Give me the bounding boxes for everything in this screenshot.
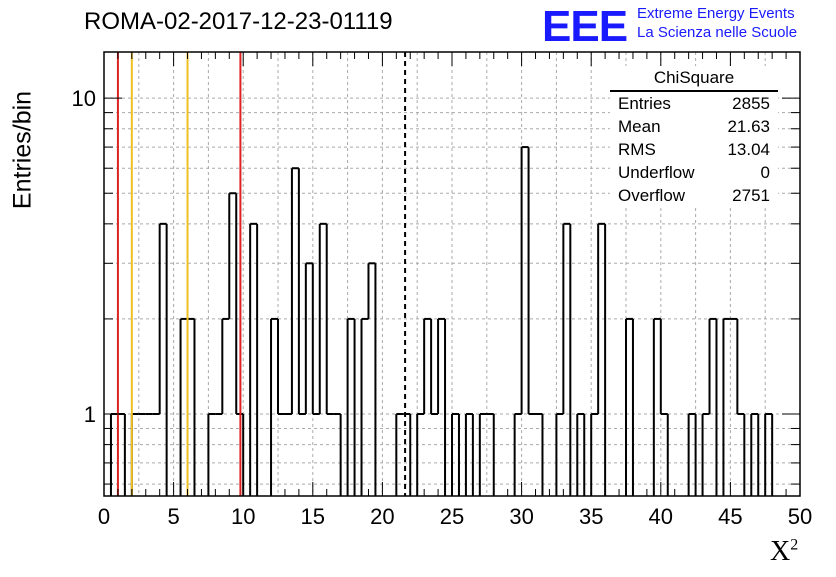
stats-row-overflow: Overflow 2751: [610, 184, 778, 207]
y-tick-label: 10: [72, 86, 96, 111]
x-axis-label: X2: [770, 536, 798, 568]
stats-value: 13.04: [727, 140, 770, 159]
stats-label: Entries: [618, 94, 671, 113]
x-tick-label: 25: [440, 504, 464, 529]
stats-row-rms: RMS 13.04: [610, 138, 778, 161]
stats-box: ChiSquare Entries 2855 Mean 21.63 RMS 13.04…: [610, 66, 778, 207]
chart-title: ROMA-02-2017-12-23-01119: [84, 8, 393, 35]
stats-label: Mean: [618, 117, 661, 136]
stats-row-underflow: Underflow 0: [610, 161, 778, 184]
x-tick-label: 0: [98, 504, 110, 529]
stats-label: RMS: [618, 140, 656, 159]
x-tick-label: 40: [649, 504, 673, 529]
x-tick-label: 20: [370, 504, 394, 529]
x-tick-label: 35: [579, 504, 603, 529]
x-tick-label: 15: [301, 504, 325, 529]
x-axis-label-superscript: 2: [790, 536, 799, 554]
stats-value: 0: [760, 163, 770, 182]
x-tick-label: 30: [509, 504, 533, 529]
stats-title: ChiSquare: [610, 66, 778, 92]
x-axis-label-base: X: [770, 536, 791, 567]
stats-row-entries: Entries 2855: [610, 92, 778, 115]
stats-value: 2751: [732, 186, 770, 205]
x-tick-label: 50: [788, 504, 812, 529]
logo-caption: Extreme Energy Events La Scienza nelle S…: [637, 4, 797, 42]
stats-value: 2855: [732, 94, 770, 113]
stats-row-mean: Mean 21.63: [610, 115, 778, 138]
logo-caption-line2: La Scienza nelle Scuole: [637, 24, 798, 41]
logo-caption-line1: Extreme Energy Events: [637, 5, 795, 22]
x-tick-label: 5: [167, 504, 179, 529]
y-axis-label-box: Entries/bin: [8, 91, 38, 209]
stats-value: 21.63: [727, 117, 770, 136]
eee-logo: EEE: [542, 2, 628, 51]
y-tick-label: 1: [84, 402, 96, 427]
x-tick-label: 10: [231, 504, 255, 529]
stats-label: Overflow: [618, 186, 686, 205]
y-axis-label: Entries/bin: [8, 90, 37, 210]
stats-label: Underflow: [618, 163, 695, 182]
x-tick-label: 45: [718, 504, 742, 529]
